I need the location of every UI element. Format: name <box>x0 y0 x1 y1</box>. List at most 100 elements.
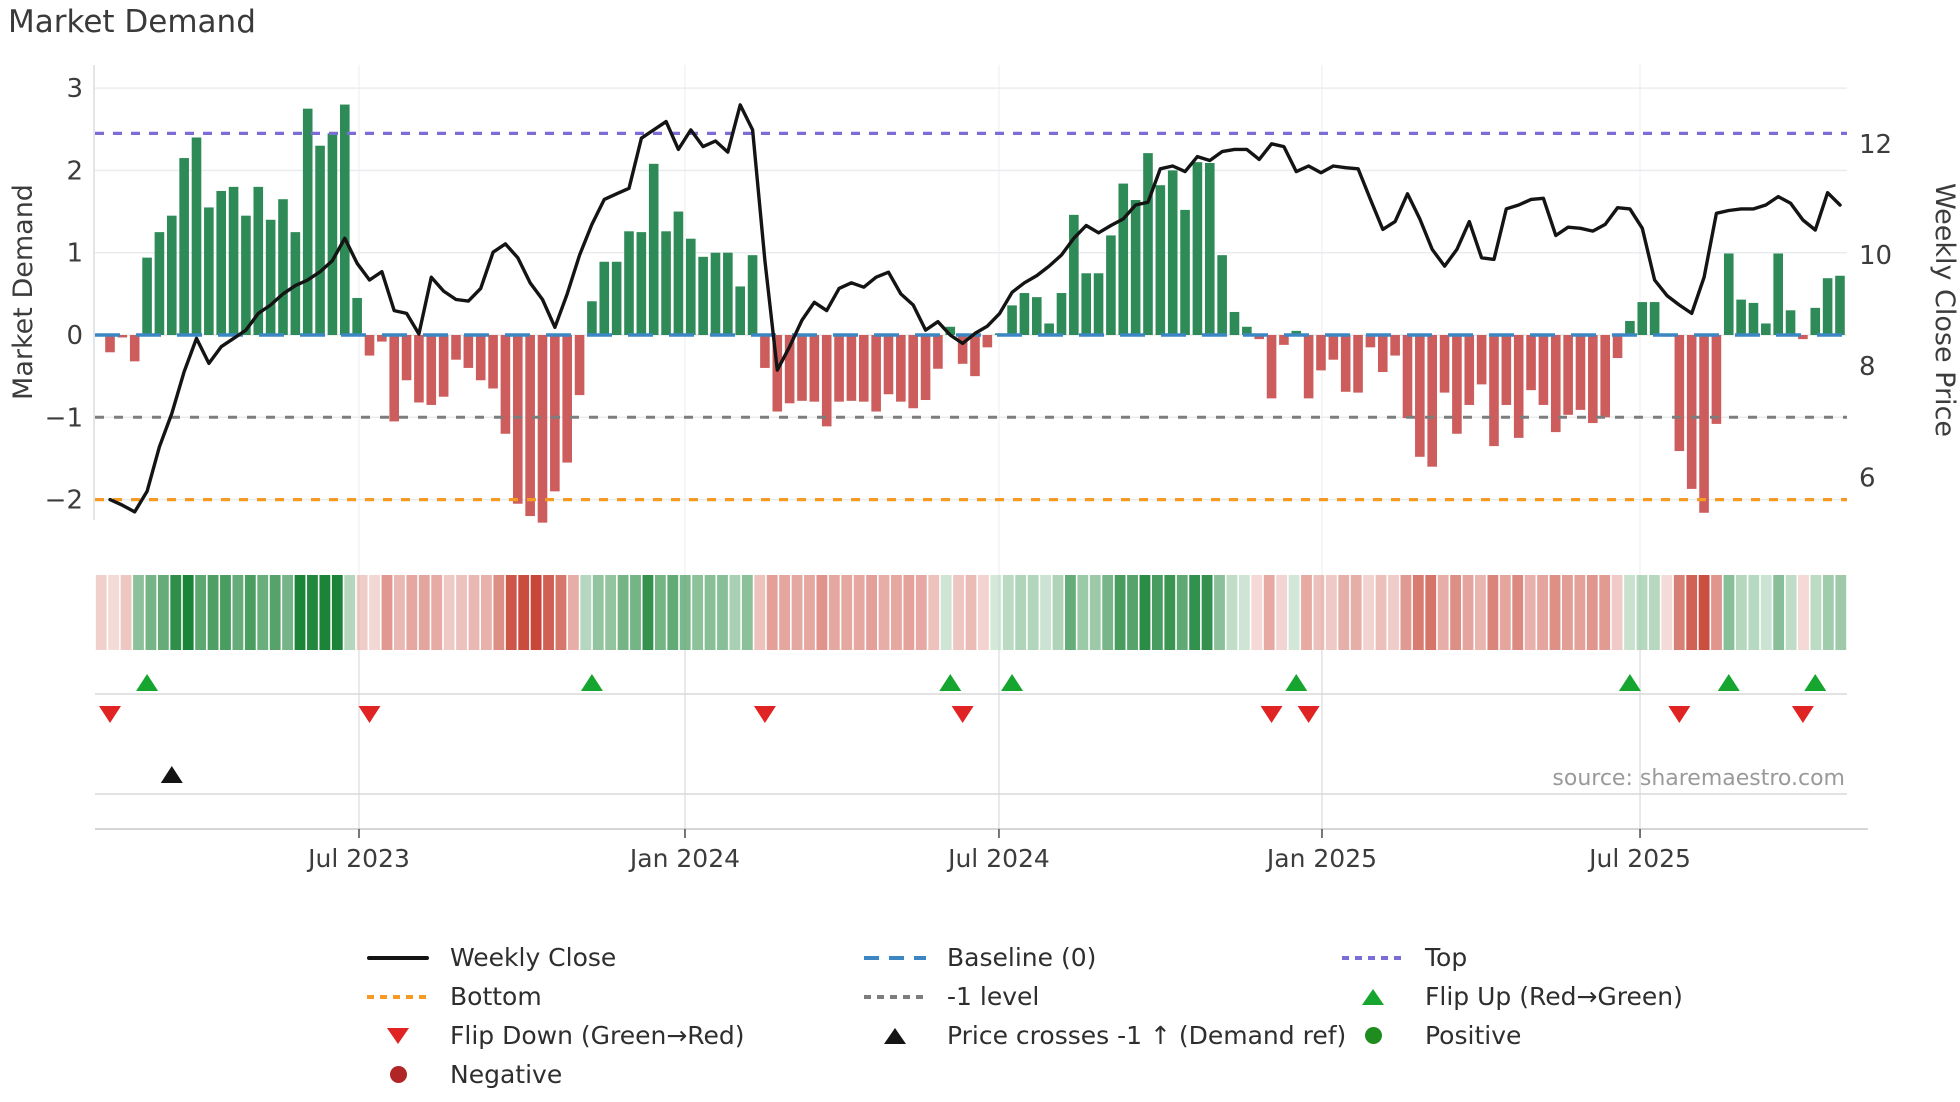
heatmap-cell <box>431 575 443 650</box>
demand-bar <box>1798 335 1808 340</box>
heatmap-cell <box>1338 575 1350 650</box>
heatmap-cell <box>766 575 778 650</box>
demand-bar <box>1452 335 1462 434</box>
heatmap-cell <box>791 575 803 650</box>
demand-bar <box>1031 297 1042 335</box>
heatmap-cell <box>1723 575 1735 650</box>
demand-bar <box>339 104 350 335</box>
heatmap-cell <box>1350 575 1362 650</box>
demand-bar <box>1637 302 1648 335</box>
heatmap-cell <box>580 575 592 650</box>
demand-bar <box>1242 326 1252 335</box>
demand-bar <box>908 335 919 409</box>
legend-label: Positive <box>1425 1021 1522 1050</box>
demand-bar <box>611 261 622 335</box>
heatmap-cell <box>1276 575 1288 650</box>
demand-bar <box>1822 278 1833 335</box>
x-tick-label: Jul 2024 <box>946 844 1050 873</box>
legend-item-positive: Positive <box>1333 1016 1683 1055</box>
demand-bar <box>1748 302 1759 335</box>
demand-bar <box>1773 253 1783 335</box>
demand-bar <box>302 108 313 335</box>
x-tick-label: Jul 2023 <box>306 844 410 873</box>
heatmap-cell <box>1425 575 1437 650</box>
heatmap-cell <box>1151 575 1163 650</box>
heatmap-cell <box>294 575 306 650</box>
legend-item-price-crosses-1-demand-ref: Price crosses -1 ↑ (Demand ref) <box>855 1016 1346 1055</box>
flip-up-marker <box>1804 674 1827 691</box>
heatmap-cell <box>704 575 716 650</box>
heatmap-cell <box>1636 575 1648 650</box>
demand-bar <box>1476 335 1487 385</box>
legend-item-baseline-0: Baseline (0) <box>855 938 1333 977</box>
demand-bar <box>624 231 634 335</box>
legend-tri-down-icon <box>358 1027 438 1044</box>
demand-bar <box>834 335 844 402</box>
demand-bar <box>265 219 276 335</box>
legend-label: Top <box>1425 943 1468 972</box>
demand-bar <box>1736 299 1746 335</box>
demand-bar <box>166 215 177 335</box>
heatmap-cell <box>1648 575 1660 650</box>
demand-bar <box>389 335 400 422</box>
heatmap-cell <box>729 575 741 650</box>
demand-bar <box>648 163 659 335</box>
demand-bar <box>1340 335 1351 392</box>
heatmap-cell <box>195 575 207 650</box>
heatmap-cell <box>1288 575 1300 650</box>
demand-bar <box>426 335 437 405</box>
demand-bar <box>1093 273 1104 335</box>
heatmap-cell <box>1027 575 1039 650</box>
heatmap-cell <box>1400 575 1412 650</box>
source-note: source: sharemaestro.com <box>1552 766 1845 791</box>
demand-bar <box>488 335 498 389</box>
demand-bar <box>685 238 696 335</box>
heatmap-cell <box>567 575 579 650</box>
demand-bar <box>673 211 684 335</box>
heatmap-cell <box>443 575 455 650</box>
flip-down-marker <box>99 706 121 723</box>
demand-bar <box>1044 323 1054 335</box>
heatmap-cell <box>853 575 865 650</box>
heatmap-cell <box>754 575 766 650</box>
demand-bar <box>710 252 721 335</box>
flip-down-marker <box>1297 706 1320 723</box>
demand-bar <box>821 335 832 427</box>
demand-bar <box>191 137 202 335</box>
demand-bar <box>846 335 857 401</box>
demand-bar <box>1810 307 1821 335</box>
demand-bar <box>364 335 375 356</box>
demand-bar <box>896 335 906 402</box>
demand-bar <box>945 326 956 335</box>
legend-label: Baseline (0) <box>947 943 1097 972</box>
demand-bar <box>574 335 585 396</box>
demand-bar <box>772 335 783 412</box>
heatmap-cell <box>1586 575 1598 650</box>
flip-down-marker <box>1791 706 1814 723</box>
demand-bar <box>1674 335 1685 452</box>
demand-bar <box>760 335 770 368</box>
heatmap-cell <box>1512 575 1524 650</box>
heatmap-cell <box>1412 575 1424 650</box>
demand-bar <box>784 335 795 404</box>
heatmap-cell <box>1599 575 1611 650</box>
legend-label: Weekly Close <box>450 943 617 972</box>
flip-down-marker <box>951 706 974 723</box>
heatmap-cell <box>1114 575 1126 650</box>
heatmap-cell <box>779 575 791 650</box>
heatmap-cell <box>617 575 629 650</box>
heatmap-cell <box>592 575 604 650</box>
heatmap-cell <box>1052 575 1064 650</box>
heatmap-cell <box>1176 575 1188 650</box>
heatmap-cell <box>1462 575 1474 650</box>
flip-up-marker <box>1717 674 1740 691</box>
heatmap-cell <box>170 575 182 650</box>
heatmap-cell <box>418 575 430 650</box>
demand-bar <box>1390 335 1400 356</box>
demand-bar <box>512 335 523 504</box>
heatmap-cell <box>518 575 530 650</box>
heatmap-cell <box>331 575 343 650</box>
heatmap-cell <box>394 575 405 650</box>
flip-up-marker <box>1285 674 1308 691</box>
heatmap-cell <box>319 575 331 650</box>
